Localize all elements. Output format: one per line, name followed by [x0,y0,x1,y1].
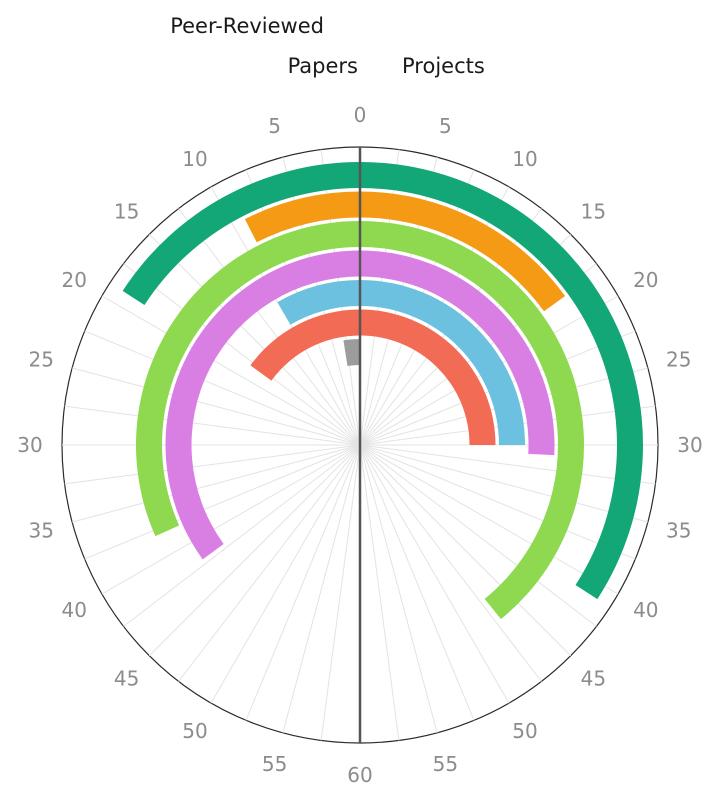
grid-line [359,444,475,721]
grid-line [359,444,636,560]
grid-line [359,444,597,627]
tick-label-left-25: 25 [29,348,54,372]
tick-label-left-30: 30 [17,433,42,457]
bar-left-4 [165,250,360,560]
tick-label-right-55: 55 [433,752,458,776]
grid-line [101,444,361,595]
bar-right-5 [360,280,525,445]
tick-label-left-35: 35 [29,518,54,542]
tick-label-right-30: 30 [677,433,702,457]
bar-left-7 [343,339,360,366]
grid-line [245,444,361,721]
bar-right-4 [360,250,555,456]
grid-line [84,444,361,560]
grid-line [359,444,542,682]
grid-line [359,444,438,733]
tick-label-left-20: 20 [61,268,86,292]
tick-label-left-10: 10 [182,147,207,171]
tick-label-0: 0 [354,103,367,127]
tick-label-right-50: 50 [512,719,537,743]
left-half-title-line1: Peer-Reviewed [170,14,324,38]
bar-left-1 [122,162,360,306]
tick-label-left-50: 50 [182,719,207,743]
grid-line [84,330,361,446]
grid-line [359,444,572,657]
grid-line [64,444,361,485]
tick-label-60: 60 [347,763,372,787]
grid-line [359,444,400,741]
tick-label-right-35: 35 [666,518,691,542]
tick-label-left-40: 40 [61,598,86,622]
tick-label-right-15: 15 [581,200,606,224]
grid-line [148,233,361,446]
grid-line [359,444,648,523]
grid-line [64,405,361,446]
grid-line [359,444,656,485]
tick-label-left-45: 45 [114,666,139,690]
grid-line [178,444,361,682]
tick-label-left-5: 5 [268,114,281,138]
grid-line [148,444,361,657]
tick-label-right-10: 10 [512,147,537,171]
grid-line [123,263,361,446]
tick-label-right-5: 5 [439,114,452,138]
grid-line [359,444,510,704]
grid-line [72,444,361,523]
tick-label-left-55: 55 [262,752,287,776]
tick-label-right-25: 25 [666,348,691,372]
bar-left-5 [277,280,360,325]
bar-right-2 [360,191,566,312]
grid-line [123,444,361,627]
grid-line [101,295,361,446]
tick-label-left-15: 15 [114,200,139,224]
grid-line [282,444,361,733]
right-half-title: Projects [402,54,485,78]
bar-left-3 [136,221,360,537]
grid-line [359,444,619,595]
grid-line [178,208,361,446]
bar-left-2 [244,191,360,243]
grid-line [72,367,361,446]
tick-label-right-45: 45 [581,666,606,690]
bar-left-6 [250,309,360,381]
grid-line [210,444,361,704]
tick-label-right-20: 20 [633,268,658,292]
tick-label-right-40: 40 [633,598,658,622]
bar-right-6 [360,309,496,445]
bar-right-3 [360,221,585,620]
left-half-title-line2: Papers [287,54,358,78]
bar-right-1 [360,162,643,600]
grid-line [320,444,361,741]
